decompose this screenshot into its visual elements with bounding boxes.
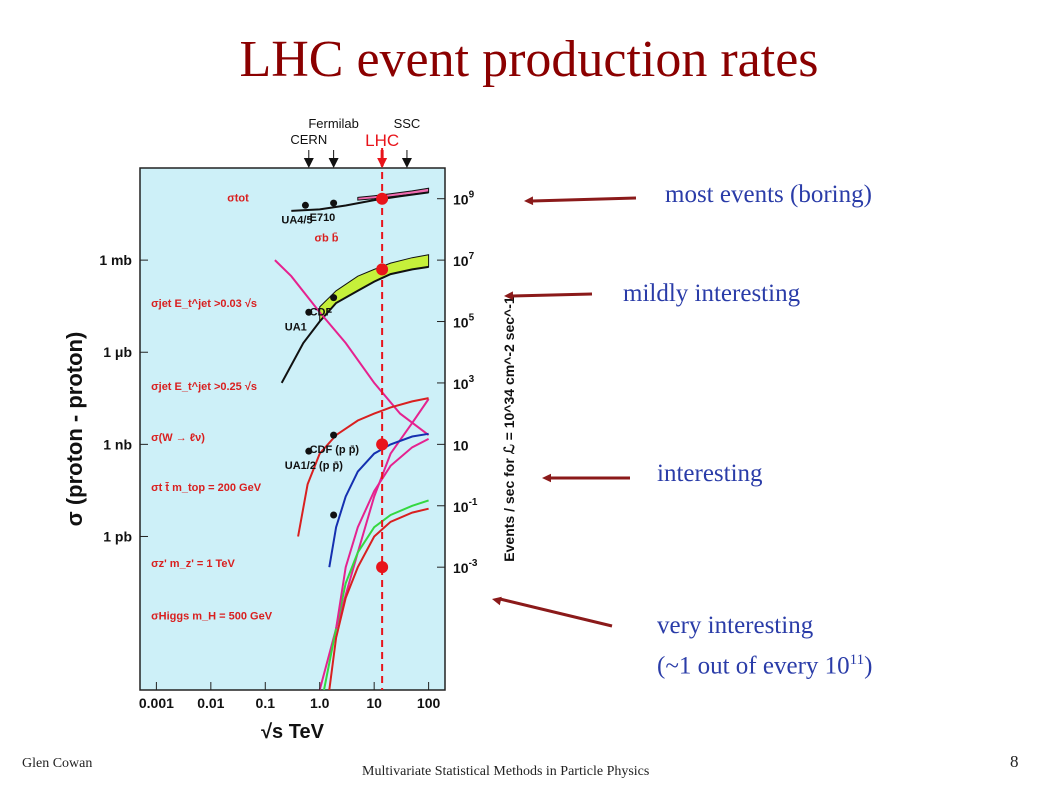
series-jet-e-t-jet-0-03-s-2 bbox=[274, 259, 430, 436]
machine-label-lhc-2: LHC bbox=[365, 131, 399, 150]
series-bb-1 bbox=[280, 265, 429, 384]
rate-note-suffix: ) bbox=[864, 652, 873, 680]
series-item-8 bbox=[335, 438, 430, 629]
plot-inner bbox=[274, 187, 430, 690]
data-point-ua4-5-0 bbox=[301, 201, 309, 209]
x-tick-label-3: 1.0 bbox=[310, 695, 330, 711]
annotation-mildly-interesting: mildly interesting bbox=[623, 280, 801, 307]
data-point-label-4: UA1/2 (p p̄) bbox=[285, 460, 343, 472]
y-tick-right-label-1: 107 bbox=[453, 251, 475, 269]
machine-label-ssc-3: SSC bbox=[394, 116, 421, 131]
plot-area bbox=[139, 167, 446, 691]
x-tick-label-4: 10 bbox=[366, 695, 382, 711]
y-tick-right-exp-1: 7 bbox=[469, 251, 475, 262]
curve-label-jet-e-t-jet-0-25-s-3: σjet E_t^jet >0.25 √s bbox=[151, 381, 257, 393]
y-tick-left-label-2: 1 nb bbox=[103, 436, 132, 452]
annotation-interesting: interesting bbox=[657, 460, 763, 487]
y-axis-label-right: Events / sec for ℒ = 10^34 cm^-2 sec^-1 bbox=[501, 296, 517, 562]
machine-arrowhead-2 bbox=[377, 158, 388, 168]
slide-number: 8 bbox=[1010, 752, 1019, 771]
curve-label-tot-0: σtot bbox=[227, 193, 249, 205]
y-tick-left-label-3: 1 pb bbox=[103, 528, 132, 544]
curve-label-w-4: σ(W → ℓν) bbox=[151, 432, 205, 444]
y-tick-right-base-2: 10 bbox=[453, 315, 469, 331]
curve-label-higgs-m-h-500-gev-7: σHiggs m_H = 500 GeV bbox=[151, 610, 273, 622]
series-tot-0 bbox=[291, 191, 429, 212]
y-tick-right-label-5: 10-1 bbox=[453, 497, 478, 515]
y-tick-right-label-0: 109 bbox=[453, 190, 475, 208]
y-tick-right-exp-0: 9 bbox=[469, 190, 475, 201]
machine-arrowhead-3 bbox=[401, 158, 412, 168]
data-point-label-5: CDF (p p̄) bbox=[310, 444, 360, 456]
y-tick-right-exp-3: 3 bbox=[469, 374, 475, 385]
y-tick-right-base-1: 10 bbox=[453, 253, 469, 269]
y-tick-right-base-6: 10 bbox=[453, 560, 469, 576]
annotation-arrowhead-1 bbox=[504, 291, 514, 301]
series-w-4 bbox=[297, 397, 429, 537]
curve-label-t-t-m-top-200-gev-5: σt t̄ m_top = 200 GeV bbox=[151, 482, 262, 494]
y-tick-right-exp-2: 5 bbox=[469, 313, 475, 324]
y-tick-right-label-6: 10-3 bbox=[453, 558, 478, 576]
lhc-point-3 bbox=[376, 561, 389, 574]
annotation-arrowhead-3 bbox=[492, 596, 502, 606]
data-point-label-1: E710 bbox=[310, 212, 336, 224]
lhc-point-2 bbox=[376, 438, 389, 451]
data-point-cdf-3 bbox=[330, 294, 338, 302]
data-point-item-6 bbox=[330, 511, 338, 519]
rate-note-prefix: (~1 out of every 10 bbox=[657, 652, 850, 680]
y-tick-right-exp-6: -3 bbox=[469, 558, 478, 569]
annotation-arrow-line-1 bbox=[511, 292, 593, 298]
annotation-very-interesting: very interesting bbox=[657, 612, 814, 639]
y-tick-right-exp-5: -1 bbox=[469, 497, 478, 508]
x-tick-label-2: 0.1 bbox=[256, 695, 276, 711]
data-point-e710-1 bbox=[330, 199, 338, 207]
y-tick-right-label-3: 103 bbox=[453, 374, 475, 392]
footer-author: Glen Cowan bbox=[22, 756, 93, 771]
machine-label-fermilab-1: Fermilab bbox=[308, 116, 359, 131]
series-tt-m-top-200-gev-5 bbox=[328, 432, 429, 568]
curve-label-jet-e-t-jet-0-03-s-2: σjet E_t^jet >0.03 √s bbox=[151, 298, 257, 310]
y-tick-right-label-2: 105 bbox=[453, 313, 475, 331]
x-tick-label-1: 0.01 bbox=[197, 695, 224, 711]
x-tick-label-0: 0.001 bbox=[139, 695, 174, 711]
y-tick-left-label-1: 1 μb bbox=[103, 344, 132, 360]
series-higgs-m-h-500-gev-7 bbox=[328, 507, 429, 690]
footer-course: Multivariate Statistical Methods in Part… bbox=[362, 764, 650, 779]
curve-label-z-m-z-1-tev-6: σz' m_z' = 1 TeV bbox=[151, 558, 235, 570]
y-tick-right-base-0: 10 bbox=[453, 192, 469, 208]
y-tick-right-label-4: 10 bbox=[453, 437, 469, 453]
machine-label-cern-0: CERN bbox=[290, 132, 327, 147]
annotation-arrow-line-0 bbox=[531, 196, 637, 203]
annotation-arrowhead-0 bbox=[524, 196, 534, 206]
data-point-label-3: CDF bbox=[310, 307, 333, 319]
data-point-ua1-2 bbox=[305, 308, 313, 316]
y-tick-right-base-3: 10 bbox=[453, 376, 469, 392]
y-tick-right-base-5: 10 bbox=[453, 499, 469, 515]
data-point-label-0: UA4/5 bbox=[281, 214, 312, 226]
y-axis-label-left: σ (proton - proton) bbox=[62, 332, 87, 527]
x-tick-label-5: 100 bbox=[417, 695, 441, 711]
data-point-ua1-2-p-p-4 bbox=[305, 447, 313, 455]
annotation-arrow-line-3 bbox=[499, 597, 613, 628]
data-point-label-2: UA1 bbox=[285, 321, 307, 333]
machine-arrowhead-1 bbox=[328, 158, 339, 168]
machine-arrowhead-0 bbox=[303, 158, 314, 168]
data-point-cdf-p-p-5 bbox=[330, 431, 338, 439]
y-tick-left-label-0: 1 mb bbox=[99, 252, 132, 268]
rate-note-exponent: 11 bbox=[849, 652, 865, 668]
annotation-most-events: most events (boring) bbox=[665, 181, 872, 208]
annotation-rate-note: (~1 out of every 1011) bbox=[657, 652, 872, 680]
curve-label-b-b-1: σb b̄ bbox=[314, 232, 338, 244]
slide-title: LHC event production rates bbox=[239, 31, 819, 88]
x-axis-label: √s TeV bbox=[261, 721, 325, 743]
annotation-arrowhead-2 bbox=[542, 473, 551, 483]
